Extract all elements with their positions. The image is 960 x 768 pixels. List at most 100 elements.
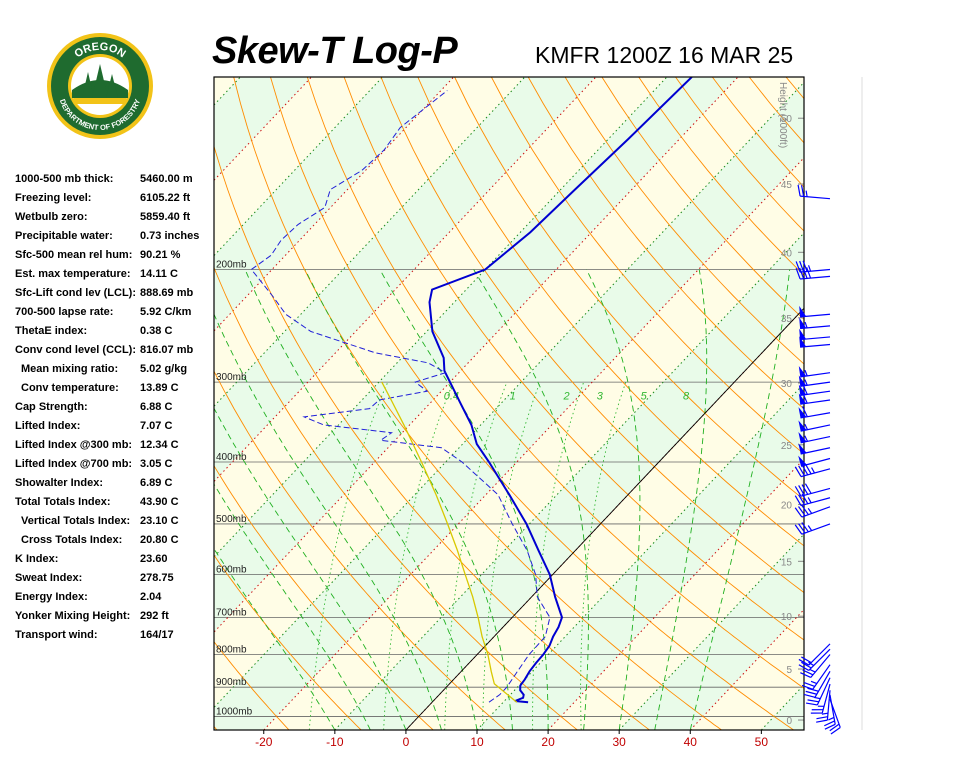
wind-barb-flag	[803, 693, 816, 698]
wind-barb-half-flag	[828, 716, 835, 721]
wind-barb-flag	[824, 720, 835, 727]
height-tick-label: 15	[781, 557, 793, 568]
pressure-label: 900mb	[216, 677, 247, 688]
wind-barb	[794, 463, 831, 478]
index-value: 90.21 %	[140, 249, 181, 261]
dry-adiabat	[270, 77, 794, 730]
wind-barb-flag	[794, 466, 802, 477]
chart-background	[214, 77, 804, 730]
index-value: 43.90 C	[140, 496, 179, 508]
wind-barb-flag	[801, 661, 812, 669]
isotherm-line	[618, 533, 804, 730]
pressure-label: 200mb	[216, 259, 247, 270]
wind-barb-half-flag	[810, 680, 818, 685]
wind-barb-half-flag	[811, 467, 816, 474]
mixing-ratio-label: 2	[562, 391, 569, 403]
wind-barb-pennant	[798, 393, 807, 405]
isotherm-line	[214, 77, 668, 558]
chart-title: Skew-T Log-P	[212, 30, 458, 72]
wind-barb-staff	[808, 643, 831, 666]
height-tick-label: 25	[781, 441, 793, 452]
index-value: 0.73 inches	[140, 230, 200, 242]
isotherm-line	[214, 77, 739, 633]
height-tick-label: 0	[786, 716, 792, 727]
wind-barbs	[794, 184, 841, 735]
index-row: Cross Totals Index: 20.80 C	[15, 531, 215, 550]
moist-adiabat	[214, 313, 442, 730]
index-row: Lifted Index: 7.07 C	[15, 417, 215, 436]
pressure-label: 500mb	[216, 514, 247, 525]
wind-barb-flag	[798, 658, 810, 666]
wind-barb-half-flag	[808, 661, 815, 667]
x-tick-label: 40	[684, 735, 698, 749]
index-value: 6.89 C	[140, 477, 173, 489]
height-axis-title: Height (1000ft)	[777, 82, 788, 148]
index-value: 164/17	[140, 629, 174, 641]
wind-barb-half-flag	[805, 190, 808, 197]
wind-barb-staff	[810, 654, 831, 678]
wind-barb	[800, 654, 831, 679]
mixing-ratio-label: 1	[510, 391, 516, 403]
wind-barb-half-flag	[804, 321, 808, 329]
index-value: 278.75	[140, 572, 174, 584]
wind-barb-staff	[800, 275, 831, 280]
moist-adiabat	[214, 407, 407, 730]
wind-barb-flag	[801, 656, 812, 664]
wind-barb-staff	[800, 497, 831, 507]
wind-barb-half-flag	[804, 369, 808, 377]
wind-barb-staff	[800, 447, 831, 455]
wind-barb	[799, 328, 831, 341]
index-row: K Index: 23.60	[15, 550, 215, 569]
wind-barb-flag	[802, 260, 808, 272]
wind-barb-staff	[814, 671, 831, 698]
isotherm-line	[689, 608, 804, 730]
wind-barb-staff	[801, 506, 831, 518]
index-value: 5859.40 ft	[140, 211, 191, 223]
wind-barb-half-flag	[804, 435, 809, 442]
wind-barb-pennant	[798, 455, 807, 467]
wind-barb-flag	[798, 506, 806, 517]
index-row: Wetbulb zero: 5859.40 ft	[15, 208, 215, 227]
dry-adiabat	[896, 77, 960, 730]
wind-barb	[816, 690, 831, 723]
wind-barb	[801, 664, 831, 690]
wind-barb-half-flag	[809, 668, 816, 673]
wind-barb	[794, 504, 831, 518]
isotherm-line	[214, 77, 455, 332]
wind-barb-flag	[801, 484, 809, 495]
index-label: Sfc-500 mean rel hum:	[15, 249, 133, 261]
wind-barb-staff	[829, 694, 836, 725]
isotherm-band	[214, 77, 804, 708]
wind-barb-flag	[798, 485, 805, 496]
dry-adiabat	[860, 77, 960, 730]
height-tick-label: 10	[781, 612, 793, 623]
moist-adiabat	[689, 269, 791, 730]
wind-barb-staff	[816, 677, 831, 706]
dry-adiabat	[417, 77, 804, 547]
index-label: Freezing level:	[15, 192, 92, 204]
wind-barb	[794, 483, 831, 497]
index-value: 5.02 g/kg	[140, 363, 188, 375]
index-value: 23.10 C	[140, 515, 179, 527]
wind-barb-flag	[816, 719, 828, 723]
temperature-profile-line	[428, 77, 693, 704]
wind-barb-pennant	[799, 328, 807, 340]
index-row: ThetaE index: 0.38 C	[15, 322, 215, 341]
index-row: Sfc-500 mean rel hum: 90.21 %	[15, 246, 215, 265]
index-label: Energy Index:	[15, 591, 88, 603]
wind-barb-half-flag	[807, 507, 813, 514]
index-value: 7.07 C	[140, 420, 173, 432]
wind-barb-flag	[801, 464, 809, 476]
isotherm-line	[214, 77, 241, 106]
moist-adiabat	[586, 269, 641, 730]
index-label: Lifted Index @300 mb:	[15, 439, 133, 451]
x-tick-label: 30	[613, 735, 627, 749]
wind-barb-staff	[800, 372, 831, 378]
pressure-label: 700mb	[216, 607, 247, 618]
wind-barb-flag	[799, 260, 805, 273]
wind-barb-flag	[830, 726, 841, 735]
index-label: Wetbulb zero:	[15, 211, 88, 223]
wind-barb-half-flag	[804, 423, 809, 430]
x-tick-label: 0	[403, 735, 410, 749]
index-label: Sweat Index:	[15, 572, 83, 584]
